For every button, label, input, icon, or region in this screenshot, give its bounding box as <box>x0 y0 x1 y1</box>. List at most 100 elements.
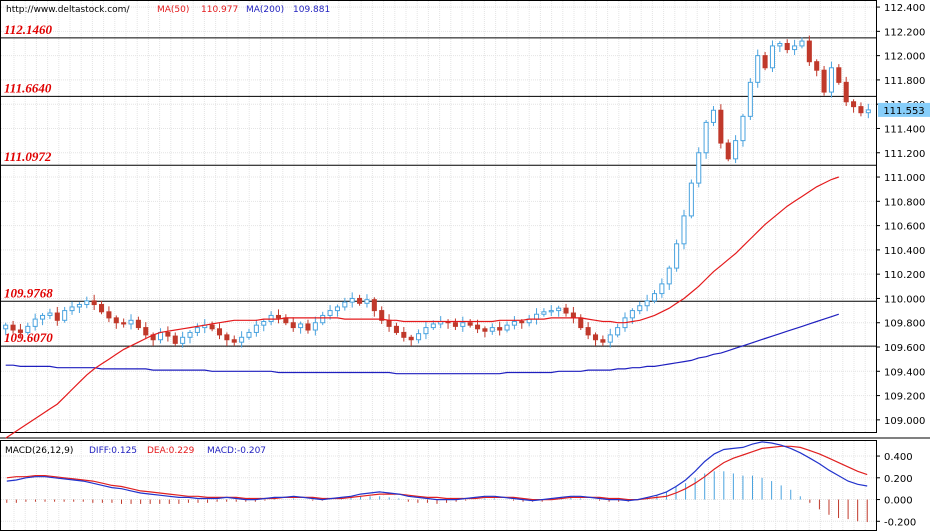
candle <box>666 265 672 290</box>
y-tick-label: 109.800 <box>884 319 925 330</box>
candle <box>312 316 318 336</box>
candle <box>3 322 9 335</box>
candle <box>231 335 237 346</box>
level-label: 111.6640 <box>4 80 52 95</box>
candle-body <box>777 42 783 47</box>
candle-body <box>740 115 746 142</box>
y-tick-label: 109.400 <box>884 367 925 378</box>
candle-body <box>113 317 119 324</box>
candle-body <box>821 69 827 93</box>
current-price-tag: 111.553 <box>878 102 930 117</box>
candle-body <box>534 313 540 320</box>
level-label: 111.0972 <box>4 149 52 164</box>
candle <box>106 306 112 323</box>
y-tick-label: 110.800 <box>884 197 925 208</box>
candle-body <box>290 322 296 329</box>
candle-body <box>482 328 488 332</box>
candle <box>651 289 658 304</box>
candle <box>615 323 621 338</box>
ma200-label: MA(200) <box>246 5 284 15</box>
candle-body <box>143 327 149 336</box>
candle <box>275 309 282 324</box>
candle <box>460 316 466 332</box>
candle-body <box>3 324 9 330</box>
candle-body <box>725 142 731 160</box>
macd-axis: 0.400 0.200 0.000 -0.200 <box>876 452 916 528</box>
candle <box>659 278 665 298</box>
candle-body <box>600 339 606 343</box>
candle <box>10 320 16 334</box>
candle-body <box>851 101 857 108</box>
candle <box>607 328 613 348</box>
candle-body <box>615 327 621 336</box>
source-url[interactable]: http://www.deltastock.com/ <box>6 5 130 15</box>
candle <box>718 104 724 149</box>
candle <box>674 239 680 272</box>
candle <box>762 51 768 71</box>
candle-body <box>135 319 141 329</box>
candle <box>526 314 532 327</box>
candle-body <box>342 301 348 308</box>
candle-body <box>386 319 392 327</box>
candle <box>76 302 82 314</box>
candle-body <box>106 311 112 319</box>
candle-body <box>467 322 473 326</box>
candle <box>135 316 141 331</box>
candle <box>17 323 23 338</box>
main-panel-frame <box>0 0 877 433</box>
candle-body <box>416 333 422 341</box>
candle-body <box>327 310 333 316</box>
candle <box>364 294 370 308</box>
candle <box>733 135 739 164</box>
candle <box>511 316 517 330</box>
candle <box>563 303 569 317</box>
candle-body <box>828 67 834 93</box>
candle <box>246 328 252 340</box>
candle-body <box>644 300 650 307</box>
candle <box>423 321 429 340</box>
candle-body <box>578 317 584 329</box>
ma50-value: 110.977 <box>201 5 238 15</box>
candle <box>99 300 105 315</box>
candle <box>25 322 31 335</box>
candle-body <box>799 40 805 47</box>
candle <box>556 305 562 317</box>
y-tick-label: 109.200 <box>884 392 925 403</box>
candle-body <box>393 325 399 333</box>
y-tick-label: 111.200 <box>884 149 925 160</box>
candle <box>725 139 731 162</box>
candle-body <box>268 314 274 323</box>
candle-body <box>379 310 385 321</box>
y-tick-label: 110.600 <box>884 222 925 233</box>
ma50-line <box>5 176 839 439</box>
candle <box>216 323 223 340</box>
candle-body <box>349 297 355 303</box>
candle-body <box>681 215 687 245</box>
candle-body <box>25 325 31 333</box>
candle <box>843 76 849 107</box>
candle-body <box>592 334 599 341</box>
candle-body <box>806 40 812 63</box>
candle-body <box>710 109 717 123</box>
candle-body <box>519 321 525 324</box>
candle-body <box>637 305 643 312</box>
candle <box>47 308 53 320</box>
candle <box>755 49 761 88</box>
candle-body <box>460 322 466 327</box>
y-tick-label: 110.000 <box>884 294 925 305</box>
candle <box>836 64 842 85</box>
candle-body <box>475 324 481 330</box>
candle-body <box>489 327 495 332</box>
candle-body <box>54 312 60 321</box>
candle-body <box>364 299 370 304</box>
candle-body <box>47 312 53 316</box>
candle-body <box>99 304 105 313</box>
candle <box>40 313 46 326</box>
candle <box>445 319 451 329</box>
candle-body <box>814 61 820 71</box>
candle <box>681 209 687 250</box>
candle <box>578 314 584 331</box>
candle <box>865 103 871 119</box>
candle-body <box>187 331 193 338</box>
